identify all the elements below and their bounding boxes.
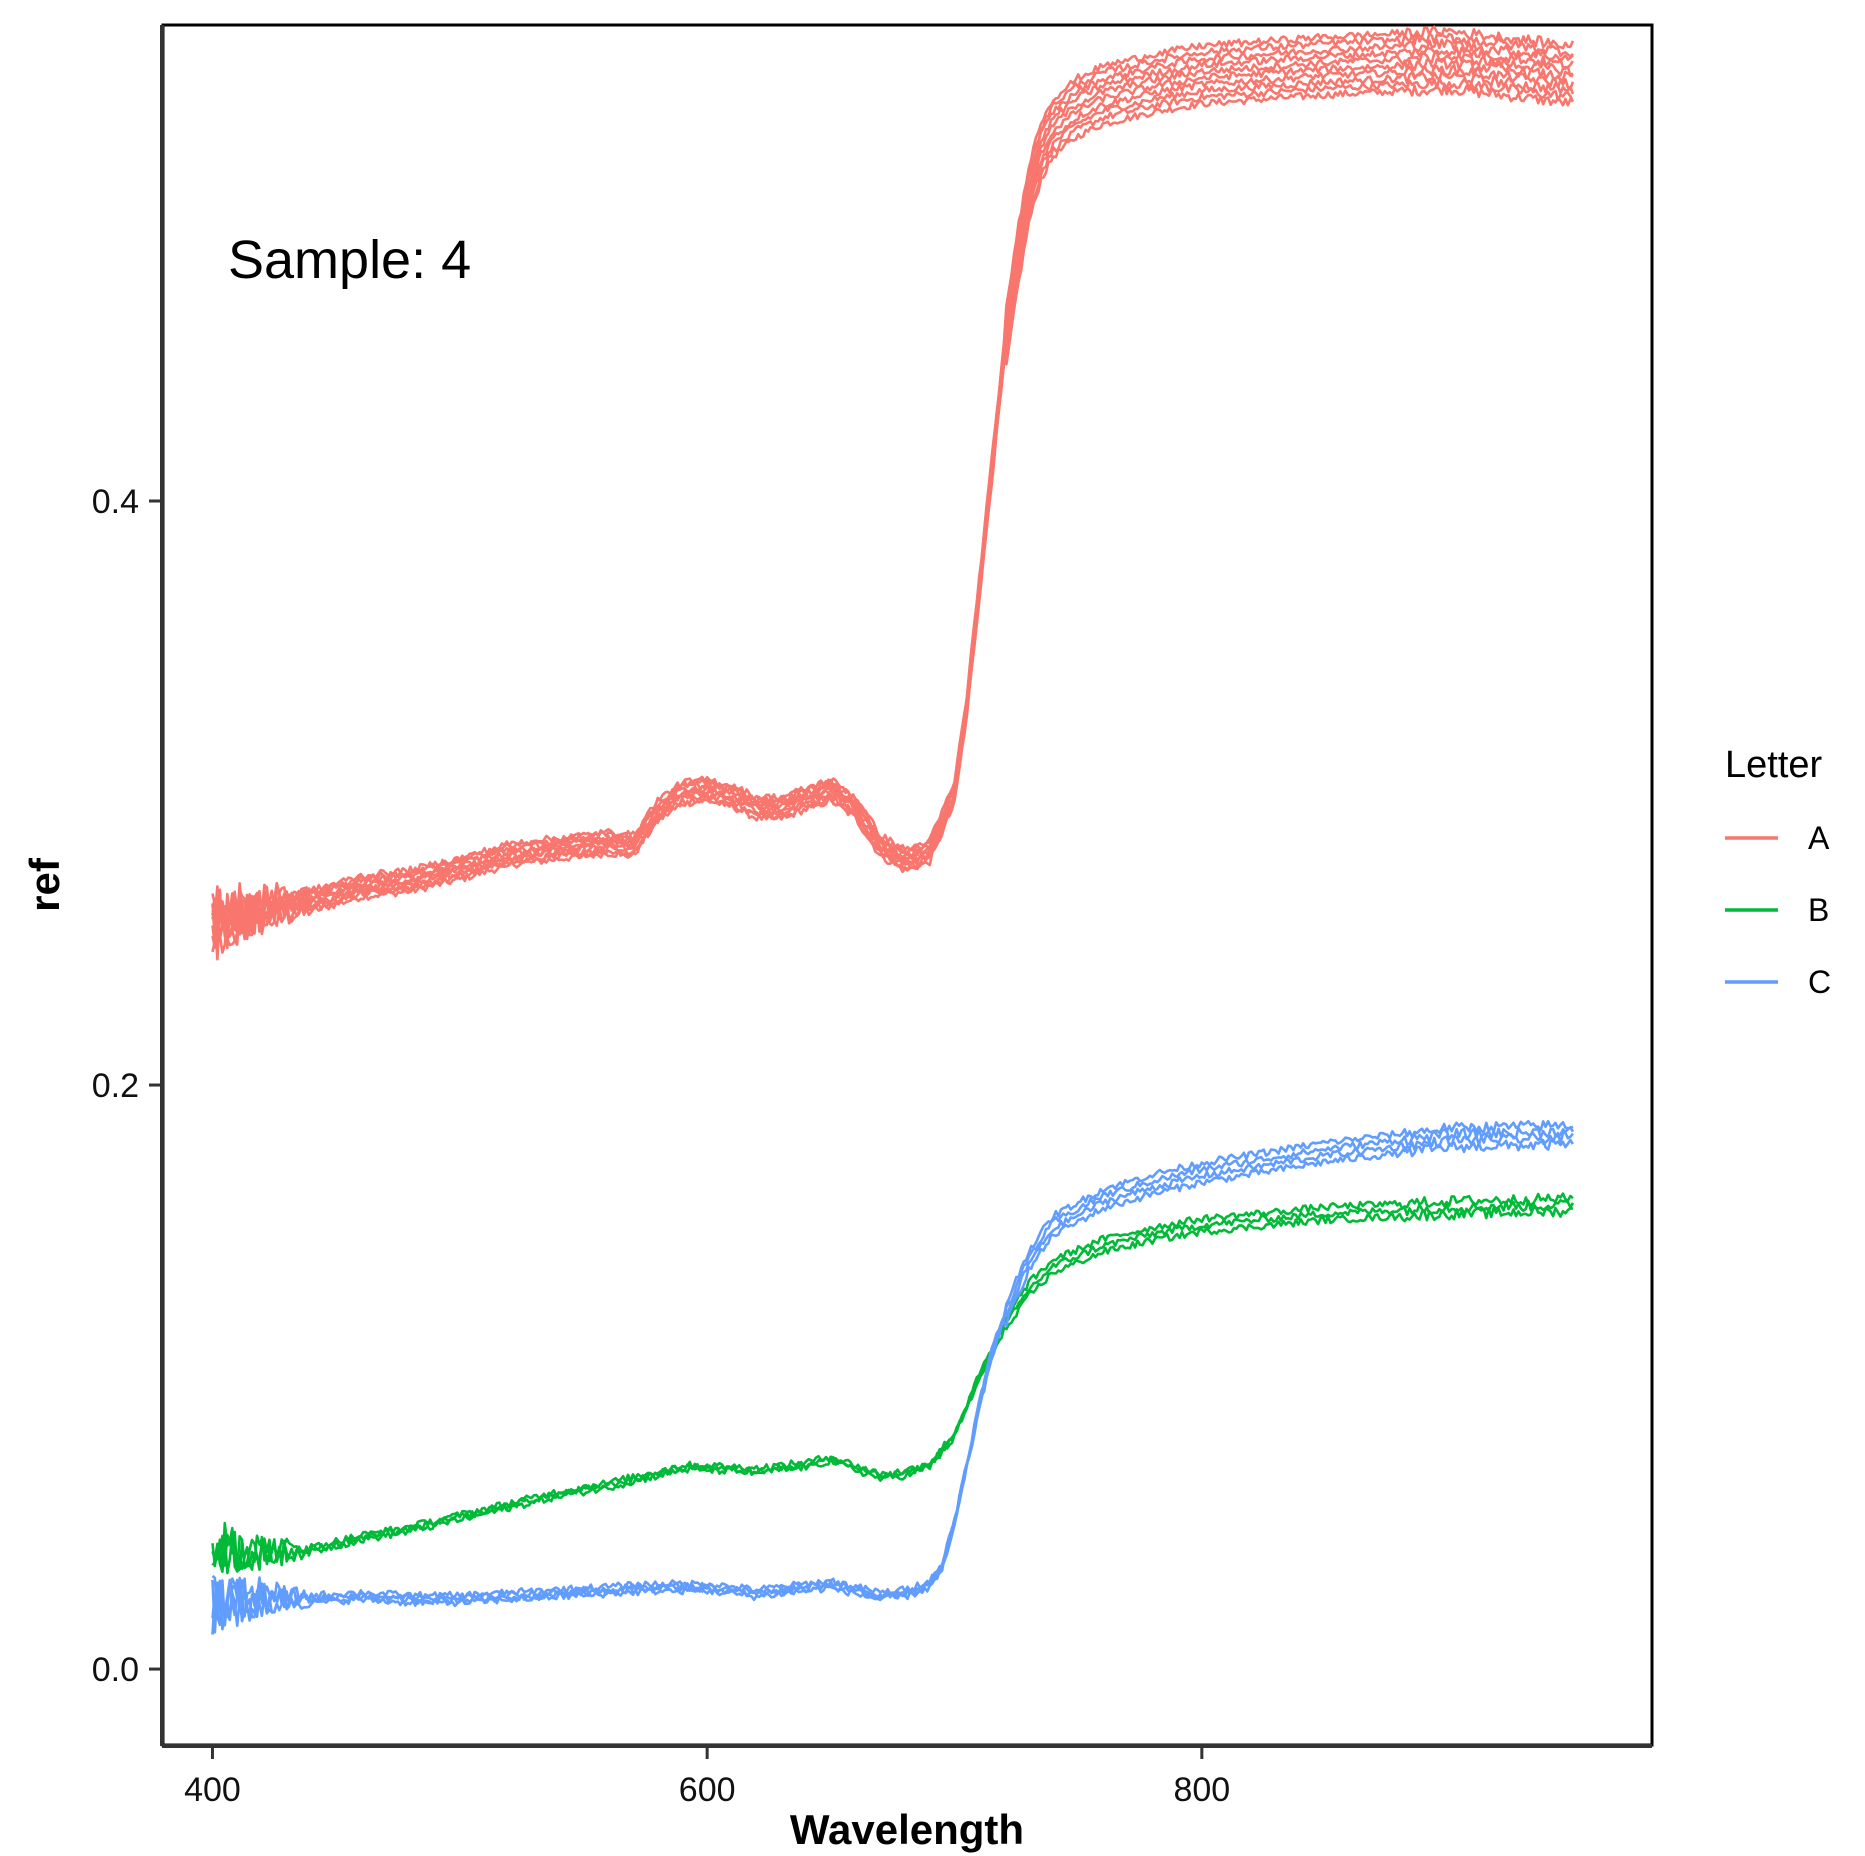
y-tick-label: 0.4 [92,483,139,521]
legend-label-a: A [1808,820,1830,856]
series-line-b [211,1192,1574,1571]
y-tick-label: 0.2 [92,1067,139,1105]
legend-label-b: B [1808,892,1829,928]
legend-title: Letter [1725,744,1823,786]
series-line-a [211,38,1574,938]
x-axis-ticks: 400 600 800 [184,1746,1230,1809]
y-tick-label: 0.0 [92,1651,139,1689]
sample-annotation: Sample: 4 [228,230,471,290]
legend-label-c: C [1808,964,1831,1000]
y-axis-title: ref [21,857,68,912]
series-layer [211,25,1575,1635]
x-tick-label: 800 [1173,1771,1230,1809]
x-tick-label: 400 [184,1771,241,1809]
series-line-c [211,1119,1574,1621]
series-line-a [211,25,1575,941]
x-tick-label: 600 [679,1771,736,1809]
y-axis-ticks: 0.0 0.2 0.4 [92,483,162,1689]
series-line-a [211,77,1575,961]
legend: Letter ABC [1725,744,1831,1000]
x-axis-title: Wavelength [790,1806,1024,1853]
